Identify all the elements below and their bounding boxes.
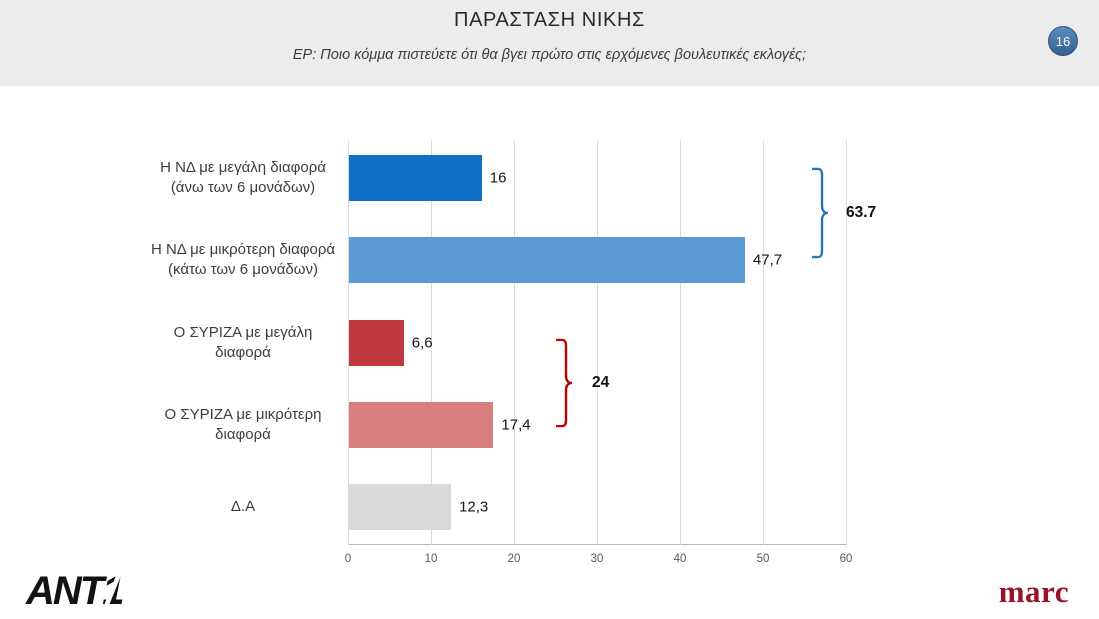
nd-sum-label: 63.7 (846, 204, 877, 221)
bar-value-label: 12,3 (459, 498, 489, 516)
category-labels-column: Η ΝΔ με μεγάλη διαφορά (άνω των 6 μονάδω… (148, 140, 338, 545)
x-tick-label: 0 (344, 553, 352, 565)
x-tick-label: 60 (839, 553, 853, 565)
bar-segment-3 (349, 402, 494, 448)
bar-chart-plot-area: 0 10 20 30 40 50 60 16 47,7 6,6 17,4 12,3 (345, 140, 852, 565)
x-tick-label: 50 (756, 553, 770, 565)
syriza-sum-bracket-icon (556, 338, 573, 428)
chart-subtitle-question: ΕΡ: Ποιο κόμμα πιστεύετε ότι θα βγει πρώ… (292, 47, 807, 63)
gridline (514, 140, 515, 545)
bar-segment-0 (349, 155, 482, 201)
marc-agency-logo: marc (998, 574, 1069, 609)
category-label: Ο ΣΥΡΙΖΑ με μικρότερη διαφορά (164, 405, 322, 443)
x-tick-label: 40 (673, 553, 687, 565)
x-tick-label: 20 (507, 553, 521, 565)
bar-segment-1 (349, 237, 745, 283)
gridline (597, 140, 598, 545)
page-title: ΠΑΡΑΣΤΑΣΗ ΝΙΚΗΣ (454, 9, 645, 31)
gridline (431, 140, 432, 545)
slide-header: ΠΑΡΑΣΤΑΣΗ ΝΙΚΗΣ ΕΡ: Ποιο κόμμα πιστεύετε… (0, 0, 1099, 86)
x-tick-label: 30 (590, 553, 604, 565)
bar-value-label: 47,7 (752, 251, 783, 269)
category-label: Η ΝΔ με μικρότερη διαφορά (κάτω των 6 μο… (150, 240, 336, 278)
category-label: Δ.Α (230, 497, 256, 515)
bar-segment-4 (349, 484, 452, 530)
gridline (763, 140, 764, 545)
gridline (348, 140, 349, 545)
bar-value-label: 17,4 (501, 416, 531, 434)
nd-sum-bracket-icon (812, 167, 829, 259)
bar-segment-2 (349, 320, 404, 366)
gridline (680, 140, 681, 545)
category-label: Η ΝΔ με μεγάλη διαφορά (άνω των 6 μονάδω… (160, 158, 326, 196)
bar-value-label: 16 (489, 169, 507, 187)
x-tick-label: 10 (424, 553, 438, 565)
bar-value-label: 6,6 (411, 334, 433, 352)
syriza-sum-label: 24 (592, 374, 610, 391)
ant1-channel-logo: ANT1 (26, 569, 124, 613)
page-number-badge: 16 (1048, 26, 1078, 56)
gridline (846, 140, 847, 545)
category-label: Ο ΣΥΡΙΖΑ με μεγάλη διαφορά (173, 323, 313, 361)
